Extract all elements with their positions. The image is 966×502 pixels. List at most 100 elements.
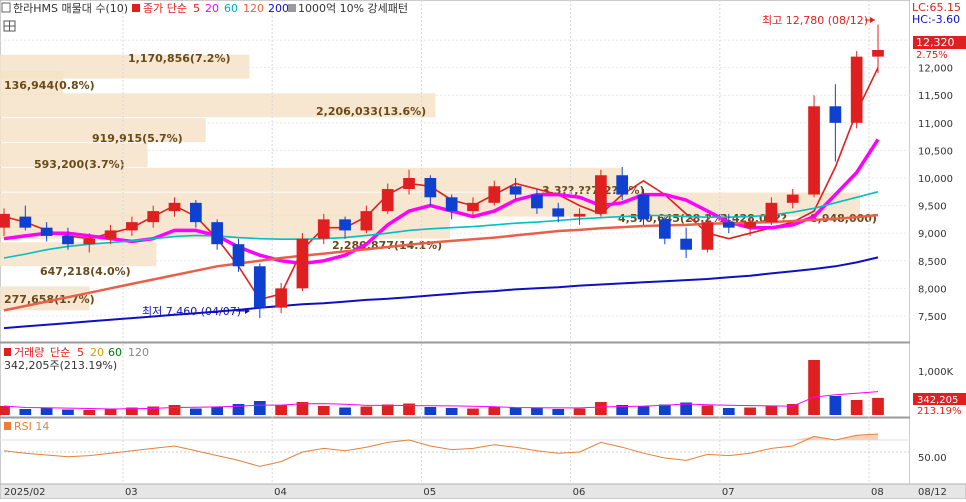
volume-bar [722, 408, 735, 415]
rsi-layer [0, 433, 910, 467]
volume-bar [850, 400, 863, 415]
volume-profile-label: 919,915(5.7%) [92, 132, 183, 145]
candle-body [317, 219, 330, 239]
volume-bar [552, 409, 565, 415]
volume-bar [445, 408, 458, 415]
volume-bar [701, 405, 714, 415]
volume-bar [573, 408, 586, 415]
candle-body [637, 194, 650, 220]
candle-body [765, 202, 778, 223]
candle-body [253, 266, 266, 308]
time-axis-label: 05 [423, 487, 436, 498]
candle-body [680, 238, 693, 250]
vp-legend-swatch-icon [288, 4, 296, 12]
rsi-panel-frame [0, 417, 911, 485]
volume-profile-label: 136,944(0.8%) [4, 79, 95, 92]
current-volume: 342,205 [917, 395, 958, 406]
volume-profile-band [0, 286, 90, 311]
time-axis-label: 03 [125, 487, 138, 498]
volume-panel-frame [0, 342, 911, 418]
volume-profile-label: 593,200(3.7%) [34, 158, 125, 171]
low-arrowhead-icon [245, 308, 250, 314]
volume-bar [253, 401, 266, 415]
volume-bar [509, 407, 522, 415]
volume-legend-ma20: 20 [90, 346, 104, 359]
volume-bar [658, 404, 671, 415]
volume-profile-band [0, 118, 206, 143]
candle-body [147, 211, 160, 223]
volume-bar [616, 405, 629, 415]
volume-bar [104, 408, 117, 415]
volume-profile-band [0, 71, 64, 96]
vp-legend: 1000억 10% 강세패턴 [298, 2, 408, 15]
price-tick-label: 10,000 [918, 174, 953, 185]
candle-body [872, 50, 884, 57]
rsi-tick: 50.00 [918, 453, 947, 464]
volume-bar [744, 407, 756, 415]
volume-bar [126, 407, 138, 415]
grid-toggle-lines-icon [4, 21, 15, 31]
candle-body [211, 222, 224, 245]
ma-line-60 [3, 191, 879, 259]
volume-profile-label: 1,170,856(7.2%) [128, 52, 231, 65]
volume-profile-layer: 1,170,856(7.2%) 136,944(0.8%) 2,206,033(13… [0, 52, 877, 311]
price-tick-label: 10,500 [918, 146, 953, 157]
volume-ma-line [3, 391, 879, 410]
volume-bar [637, 406, 650, 415]
candle-body [339, 219, 351, 231]
volume-legend-ma60: 60 [108, 346, 122, 359]
ma-legend-200: 200 [268, 2, 289, 15]
volume-bar [424, 407, 437, 415]
time-axis-label: 08/12 [918, 487, 947, 498]
candle-body [786, 194, 799, 203]
candle-body [126, 222, 138, 231]
volume-profile-label: 647,218(4.0%) [40, 265, 131, 278]
candle-body [62, 235, 74, 245]
candle-body [850, 56, 863, 123]
volume-bar [189, 408, 202, 415]
candle-body [722, 222, 735, 228]
volume-bar [211, 407, 224, 415]
rsi-legend: RSI 14 [14, 420, 49, 433]
low-annotation: 최저 7,460 (04/07) [142, 305, 241, 318]
price-tick-label: 11,000 [918, 119, 953, 130]
candle-body [189, 202, 202, 223]
candle-body [616, 175, 629, 195]
volume-bar [872, 397, 884, 415]
grid-layer [0, 0, 910, 484]
volume-bar [595, 402, 607, 415]
price-tick-label: 9,000 [918, 229, 947, 240]
high-annotation: 최고 12,780 (08/12) [762, 14, 868, 27]
time-axis-label: 06 [573, 487, 586, 498]
volume-bar [680, 402, 693, 415]
volume-legend-ma120: 120 [128, 346, 149, 359]
volume-bar [488, 406, 501, 415]
ma-line-200 [3, 256, 879, 330]
time-axis-label: 2025/02 [4, 487, 46, 498]
candle-body [445, 197, 458, 212]
volume-bar [83, 410, 96, 415]
candle-body [40, 227, 53, 236]
candle-body [531, 194, 543, 209]
volume-bar [403, 403, 415, 415]
volume-bar [808, 360, 820, 415]
price-axis-area [910, 0, 966, 499]
current-change: 2.75% [916, 50, 948, 61]
hc-label: HC:-3.60 [912, 13, 960, 26]
legend-toggle-icon[interactable] [1, 2, 11, 13]
ma-legend-20: 20 [205, 2, 219, 15]
volume-bar [531, 408, 543, 415]
candle-body [275, 288, 287, 308]
candle-body [296, 238, 309, 289]
volume-legend-title: 거래량 [14, 346, 44, 359]
volume-legend-swatch-icon [4, 348, 11, 356]
volume-bar [339, 407, 351, 415]
candle-body [595, 175, 607, 214]
volume-bar [296, 402, 309, 415]
volume-tick: 1,000K [918, 367, 954, 378]
price-tick-label: 12,000 [918, 64, 953, 75]
candle-body [403, 178, 415, 190]
candle-body [168, 202, 181, 212]
candle-body [509, 186, 522, 195]
